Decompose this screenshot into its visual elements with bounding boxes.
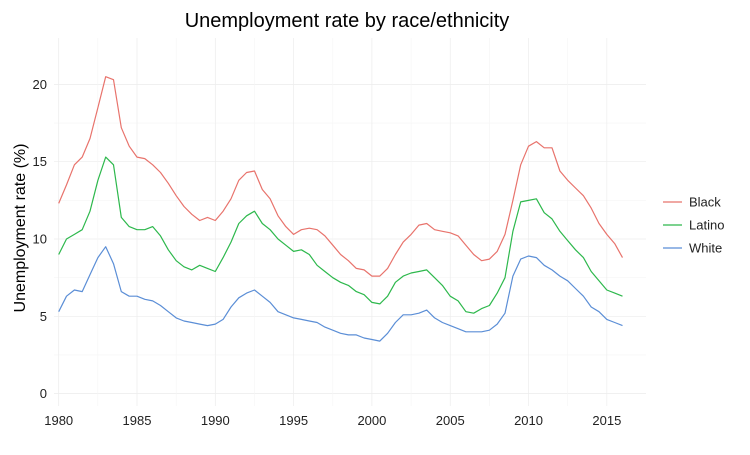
series-line-black xyxy=(58,76,624,277)
y-tick-label: 0 xyxy=(40,386,47,401)
y-axis-label: Unemployment rate (%) xyxy=(12,144,29,313)
series-line-white xyxy=(58,246,623,342)
legend-label-white: White xyxy=(689,241,722,256)
x-tick-label: 2015 xyxy=(592,413,621,428)
series-lines xyxy=(58,76,624,342)
axis-ticks: 0 5 10 15 20 1980 1985 1990 1995 2000 2005 2010 2015 xyxy=(33,77,622,428)
legend: Black Latino White xyxy=(663,195,724,256)
y-tick-label: 10 xyxy=(33,232,47,247)
y-tick-label: 5 xyxy=(40,309,47,324)
x-tick-label: 1980 xyxy=(44,413,73,428)
x-tick-label: 1985 xyxy=(123,413,152,428)
y-tick-label: 15 xyxy=(33,154,47,169)
legend-label-latino: Latino xyxy=(689,218,724,233)
x-tick-label: 2005 xyxy=(436,413,465,428)
x-tick-label: 1990 xyxy=(201,413,230,428)
x-tick-label: 2010 xyxy=(514,413,543,428)
grid xyxy=(54,38,646,406)
chart-title: Unemployment rate by race/ethnicity xyxy=(185,10,510,32)
x-tick-label: 1995 xyxy=(279,413,308,428)
legend-label-black: Black xyxy=(689,195,721,210)
y-tick-label: 20 xyxy=(33,77,47,92)
x-tick-label: 2000 xyxy=(357,413,386,428)
series-line-latino xyxy=(58,156,623,314)
